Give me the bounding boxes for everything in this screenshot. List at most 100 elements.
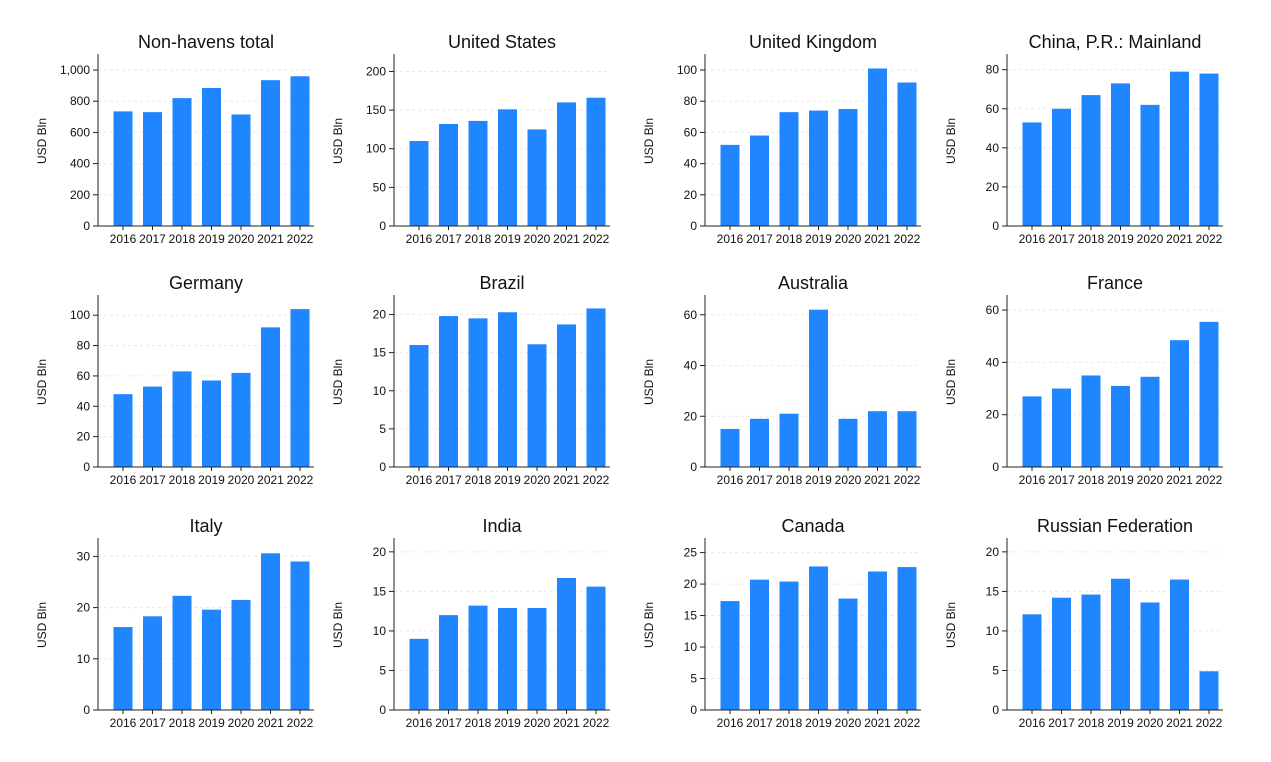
chart-panel: United States USD Bln 0 50 100 150 200 2016 2017…: [331, 32, 610, 246]
y-tick-label: 150: [366, 103, 386, 117]
y-tick-label: 40: [986, 355, 1000, 369]
bar: [557, 324, 576, 467]
x-tick-label: 2021: [553, 716, 580, 730]
x-tick-label: 2020: [1137, 473, 1164, 487]
bar: [202, 609, 221, 710]
y-tick-label: 15: [986, 584, 1000, 598]
y-tick-label: 20: [986, 408, 1000, 422]
bar: [720, 428, 740, 467]
bar: [1081, 594, 1101, 710]
bar: [750, 135, 769, 226]
bar: [498, 608, 517, 710]
bar: [1111, 385, 1130, 467]
bar: [498, 312, 517, 467]
x-tick-label: 2021: [864, 232, 891, 246]
bar: [750, 579, 769, 710]
bar: [527, 344, 547, 467]
bar: [231, 372, 251, 467]
bar: [468, 318, 488, 467]
x-tick-label: 2017: [746, 716, 773, 730]
bar: [586, 97, 606, 227]
bar: [202, 87, 221, 227]
x-tick-label: 2021: [257, 232, 284, 246]
y-tick-label: 40: [77, 399, 91, 413]
x-tick-label: 2021: [553, 473, 580, 487]
bar: [1022, 614, 1042, 710]
y-tick-label: 10: [373, 624, 387, 638]
y-tick-label: 20: [684, 577, 698, 591]
bar: [290, 76, 310, 226]
bar: [868, 571, 887, 710]
bar: [1199, 73, 1219, 226]
x-tick-label: 2017: [1048, 716, 1075, 730]
bar: [720, 601, 740, 710]
bar: [409, 638, 429, 710]
chart-title: Italy: [189, 516, 222, 536]
x-tick-label: 2021: [864, 473, 891, 487]
x-tick-label: 2018: [465, 473, 492, 487]
x-tick-label: 2016: [406, 232, 433, 246]
y-tick-label: 60: [684, 308, 698, 322]
bar: [261, 327, 280, 467]
y-tick-label: 40: [986, 141, 1000, 155]
x-tick-label: 2020: [1137, 716, 1164, 730]
y-axis-label: USD Bln: [331, 359, 345, 405]
y-tick-label: 80: [77, 339, 91, 353]
x-tick-label: 2019: [198, 473, 225, 487]
bar: [172, 595, 192, 710]
x-tick-label: 2016: [717, 232, 744, 246]
x-tick-label: 2016: [1019, 232, 1046, 246]
x-tick-label: 2018: [465, 716, 492, 730]
bar: [1140, 104, 1160, 226]
bar: [1052, 388, 1071, 467]
y-tick-label: 5: [992, 663, 999, 677]
bar: [1052, 108, 1071, 226]
bar: [202, 380, 221, 467]
x-tick-label: 2018: [465, 232, 492, 246]
y-axis-label: USD Bln: [944, 359, 958, 405]
bar: [527, 608, 547, 710]
bar: [172, 371, 192, 467]
chart-title: Russian Federation: [1037, 516, 1193, 536]
bar: [779, 581, 799, 710]
x-tick-label: 2021: [864, 716, 891, 730]
x-tick-label: 2022: [583, 473, 610, 487]
y-tick-label: 1,000: [60, 63, 90, 77]
x-tick-label: 2017: [1048, 473, 1075, 487]
x-tick-label: 2017: [746, 473, 773, 487]
bar: [838, 598, 858, 710]
x-tick-label: 2022: [894, 473, 921, 487]
bar: [1170, 579, 1189, 710]
y-axis-label: USD Bln: [35, 359, 49, 405]
x-tick-label: 2016: [1019, 473, 1046, 487]
x-tick-label: 2018: [776, 232, 803, 246]
bar: [527, 129, 547, 226]
bar: [1052, 597, 1071, 710]
x-tick-label: 2018: [169, 716, 196, 730]
x-tick-label: 2018: [169, 473, 196, 487]
y-tick-label: 20: [986, 180, 1000, 194]
x-tick-label: 2020: [228, 232, 255, 246]
y-tick-label: 10: [986, 624, 1000, 638]
bar: [838, 109, 858, 226]
x-tick-label: 2018: [776, 473, 803, 487]
x-tick-label: 2020: [228, 716, 255, 730]
bar: [809, 309, 828, 467]
x-tick-label: 2019: [1107, 232, 1134, 246]
bar: [1170, 340, 1189, 467]
bar: [290, 561, 310, 710]
y-tick-label: 5: [690, 672, 697, 686]
x-tick-label: 2019: [494, 232, 521, 246]
x-tick-label: 2021: [1166, 473, 1193, 487]
chart-title: France: [1087, 273, 1143, 293]
y-tick-label: 100: [366, 142, 386, 156]
y-tick-label: 0: [992, 703, 999, 717]
y-tick-label: 25: [684, 546, 698, 560]
y-axis-label: USD Bln: [35, 118, 49, 164]
x-tick-label: 2022: [1196, 232, 1223, 246]
y-tick-label: 20: [986, 545, 1000, 559]
x-tick-label: 2022: [894, 232, 921, 246]
x-tick-label: 2016: [110, 232, 137, 246]
y-tick-label: 0: [992, 460, 999, 474]
